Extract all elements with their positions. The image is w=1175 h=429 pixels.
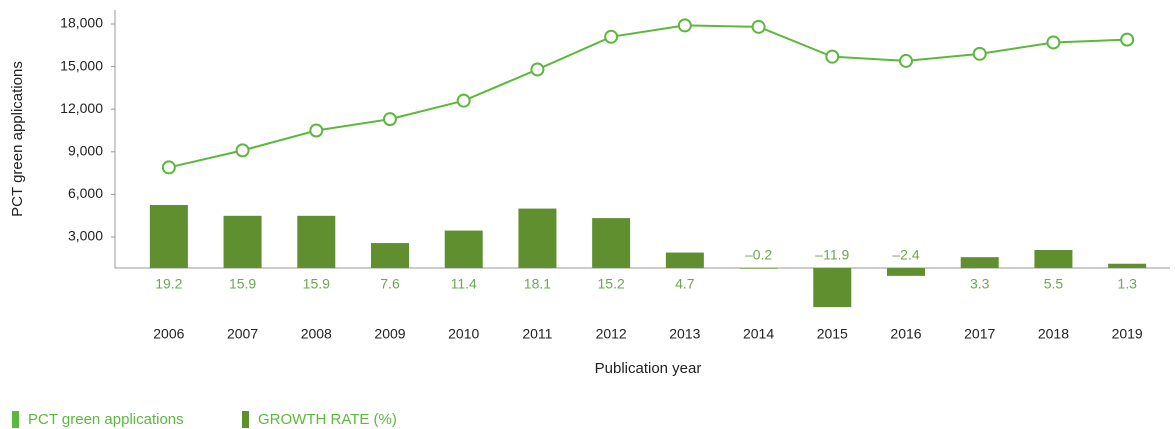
marker — [161, 160, 176, 175]
value-label: 15.9 — [303, 276, 330, 292]
marker — [235, 143, 250, 158]
y-axis-label: PCT green applications — [9, 61, 26, 217]
bar — [592, 218, 631, 268]
y-tick-label: 15,000 — [60, 57, 103, 73]
marker — [1120, 32, 1135, 47]
x-tick-label: 2019 — [1112, 326, 1143, 342]
marker — [456, 93, 471, 108]
bar — [1034, 249, 1073, 268]
x-tick-label: 2017 — [964, 326, 995, 342]
bar — [960, 257, 999, 268]
marker — [751, 19, 766, 34]
value-label: 7.6 — [380, 276, 400, 292]
marker — [899, 53, 913, 68]
line — [168, 24, 1128, 169]
y-tick-label: 3,000 — [68, 228, 103, 244]
value-label: 1.3 — [1117, 276, 1137, 292]
marker — [677, 18, 692, 33]
x-tick-label: 2009 — [374, 326, 405, 342]
marker — [604, 29, 619, 44]
marker — [972, 46, 987, 61]
bar — [813, 268, 852, 308]
value-label: 15.2 — [598, 276, 625, 292]
value-label: –0.2 — [745, 247, 772, 263]
value-label: 15.9 — [229, 276, 256, 292]
legend-label: GROWTH RATE (%) — [258, 411, 397, 428]
value-label: 3.3 — [970, 276, 990, 292]
bar — [149, 204, 188, 268]
bar — [887, 268, 925, 276]
value-label: 18.1 — [524, 276, 551, 292]
x-tick-label: 2012 — [596, 326, 627, 342]
x-tick-label: 2011 — [522, 326, 552, 342]
bar — [297, 215, 336, 268]
marker — [383, 112, 397, 127]
bar — [223, 215, 262, 268]
x-tick-label: 2010 — [448, 326, 479, 342]
x-tick-label: 2013 — [669, 326, 700, 342]
bar — [1108, 263, 1147, 268]
marker — [1046, 35, 1061, 50]
value-label: –11.9 — [815, 247, 849, 263]
legend-swatch — [12, 411, 19, 428]
marker — [825, 49, 840, 64]
x-tick-label: 2008 — [301, 326, 332, 342]
x-tick-label: 2007 — [227, 326, 258, 342]
y-tick-label: 9,000 — [68, 143, 103, 159]
bar — [665, 252, 704, 268]
x-tick-label: 2015 — [817, 326, 848, 342]
bar — [739, 268, 778, 269]
y-tick-label: 12,000 — [60, 100, 103, 116]
marker — [309, 123, 324, 138]
x-tick-label: 2014 — [743, 326, 774, 342]
value-label: 11.4 — [451, 276, 477, 292]
bar — [444, 230, 483, 268]
value-label: 5.5 — [1044, 276, 1064, 292]
y-tick-label: 6,000 — [68, 185, 103, 201]
value-label: 19.2 — [155, 276, 182, 292]
value-label: –2.4 — [892, 247, 919, 263]
x-tick-label: 2006 — [153, 326, 184, 342]
x-axis-label: Publication year — [595, 360, 702, 377]
bar — [371, 243, 409, 268]
x-tick-label: 2018 — [1038, 326, 1069, 342]
value-label: 4.7 — [675, 276, 695, 292]
legend-label: PCT green applications — [28, 411, 184, 428]
marker — [530, 62, 545, 77]
y-tick-label: 18,000 — [60, 15, 103, 31]
bar — [518, 208, 557, 268]
x-tick-label: 2016 — [890, 326, 921, 342]
legend-swatch — [242, 411, 249, 428]
